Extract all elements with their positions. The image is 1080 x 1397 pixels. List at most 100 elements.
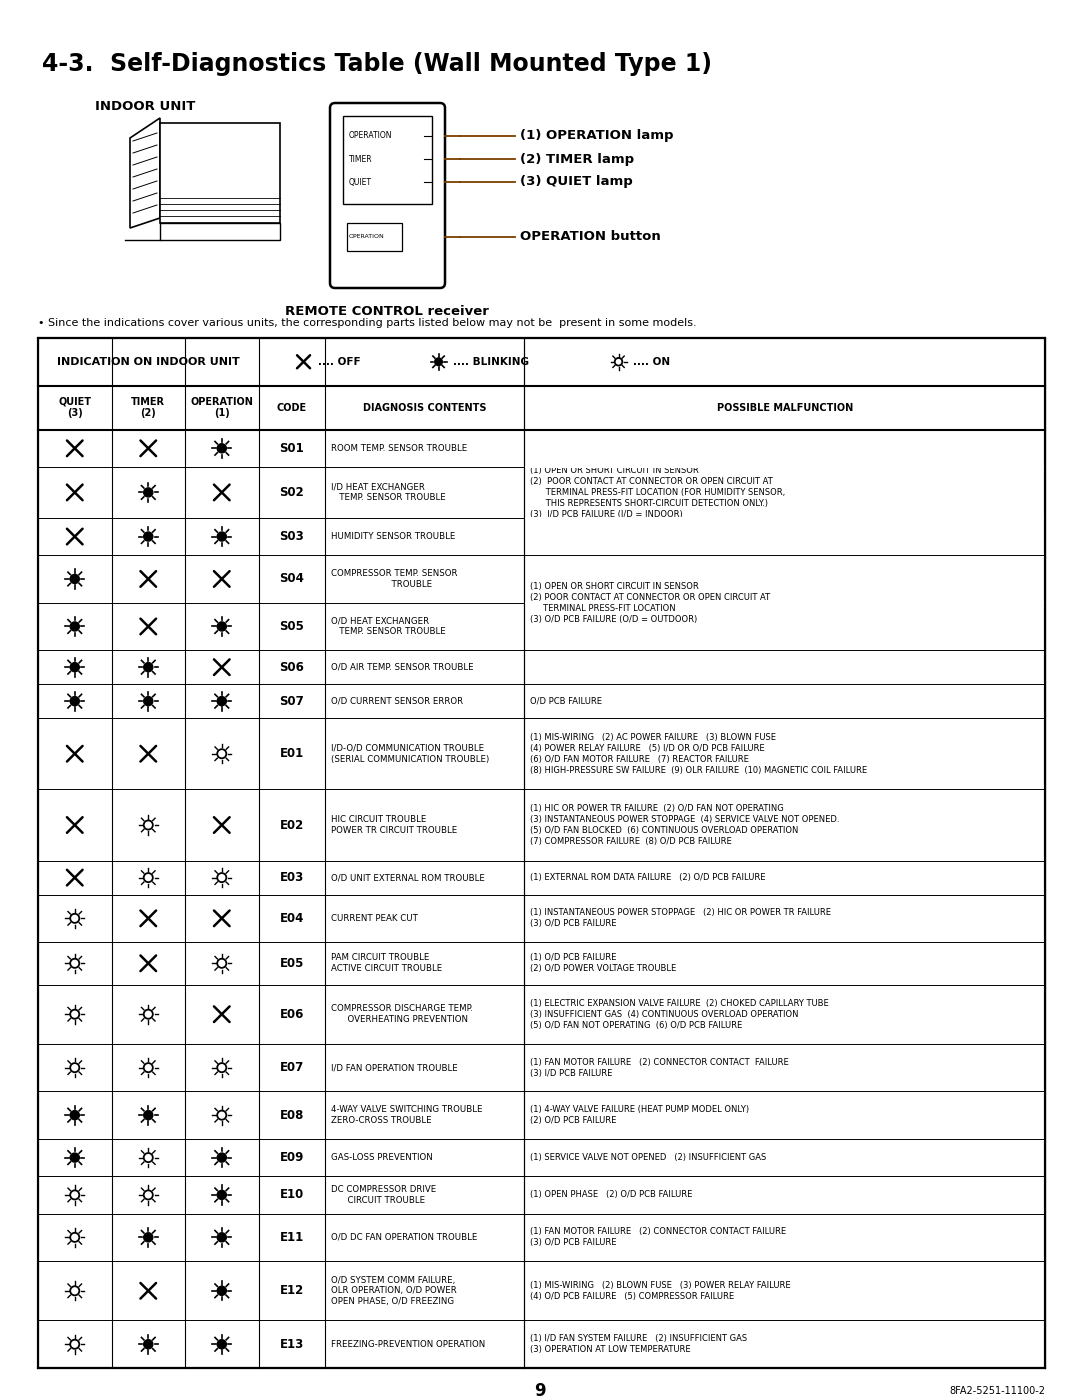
Circle shape [70,697,79,705]
Text: DC COMPRESSOR DRIVE
      CIRCUIT TROUBLE: DC COMPRESSOR DRIVE CIRCUIT TROUBLE [330,1185,436,1204]
Text: (1) HIC OR POWER TR FAILURE  (2) O/D FAN NOT OPERATING
(3) INSTANTANEOUS POWER S: (1) HIC OR POWER TR FAILURE (2) O/D FAN … [530,803,840,847]
Text: 4-3.  Self-Diagnostics Table (Wall Mounted Type 1): 4-3. Self-Diagnostics Table (Wall Mounte… [42,52,712,75]
Text: E07: E07 [280,1062,303,1074]
Circle shape [217,1287,227,1295]
Text: DIAGNOSIS CONTENTS: DIAGNOSIS CONTENTS [363,402,486,412]
Text: S01: S01 [280,441,305,455]
Text: 4-WAY VALVE SWITCHING TROUBLE
ZERO-CROSS TROUBLE: 4-WAY VALVE SWITCHING TROUBLE ZERO-CROSS… [330,1105,483,1125]
Circle shape [217,1153,227,1162]
Text: OPERATION
(1): OPERATION (1) [190,397,253,418]
Text: O/D DC FAN OPERATION TROUBLE: O/D DC FAN OPERATION TROUBLE [330,1232,477,1242]
Text: .... BLINKING: .... BLINKING [453,356,528,367]
Text: E09: E09 [280,1151,303,1164]
Text: (1) FAN MOTOR FAILURE   (2) CONNECTOR CONTACT FAILURE
(3) O/D PCB FAILURE: (1) FAN MOTOR FAILURE (2) CONNECTOR CONT… [530,1228,786,1248]
Text: (1) SERVICE VALVE NOT OPENED   (2) INSUFFICIENT GAS: (1) SERVICE VALVE NOT OPENED (2) INSUFFI… [530,1153,767,1162]
Text: COMPRESSOR DISCHARGE TEMP.
      OVERHEATING PREVENTION: COMPRESSOR DISCHARGE TEMP. OVERHEATING P… [330,1004,473,1024]
Text: (1) FAN MOTOR FAILURE   (2) CONNECTOR CONTACT  FAILURE
(3) I/D PCB FAILURE: (1) FAN MOTOR FAILURE (2) CONNECTOR CONT… [530,1058,789,1077]
Text: POSSIBLE MALFUNCTION: POSSIBLE MALFUNCTION [716,402,853,412]
Polygon shape [130,117,160,228]
Text: O/D UNIT EXTERNAL ROM TROUBLE: O/D UNIT EXTERNAL ROM TROUBLE [330,873,485,882]
FancyBboxPatch shape [330,103,445,288]
Text: E11: E11 [280,1231,303,1243]
Text: REMOTE CONTROL receiver: REMOTE CONTROL receiver [285,305,489,319]
Text: (1) MIS-WIRING   (2) AC POWER FAILURE   (3) BLOWN FUSE
(4) POWER RELAY FAILURE  : (1) MIS-WIRING (2) AC POWER FAILURE (3) … [530,732,867,775]
Circle shape [70,1111,79,1120]
Text: S06: S06 [280,661,305,673]
Text: I/D-O/D COMMUNICATION TROUBLE
(SERIAL COMMUNICATION TROUBLE): I/D-O/D COMMUNICATION TROUBLE (SERIAL CO… [330,743,489,764]
Circle shape [144,488,153,497]
Text: (1) I/D FAN SYSTEM FAILURE   (2) INSUFFICIENT GAS
(3) OPERATION AT LOW TEMPERATU: (1) I/D FAN SYSTEM FAILURE (2) INSUFFICI… [530,1334,747,1354]
Text: (1) 4-WAY VALVE FAILURE (HEAT PUMP MODEL ONLY)
(2) O/D PCB FAILURE: (1) 4-WAY VALVE FAILURE (HEAT PUMP MODEL… [530,1105,750,1125]
Text: (1) INSTANTANEOUS POWER STOPPAGE   (2) HIC OR POWER TR FAILURE
(3) O/D PCB FAILU: (1) INSTANTANEOUS POWER STOPPAGE (2) HIC… [530,908,832,929]
Circle shape [217,1340,227,1350]
Text: I/D HEAT EXCHANGER
   TEMP. SENSOR TROUBLE: I/D HEAT EXCHANGER TEMP. SENSOR TROUBLE [330,482,446,503]
Text: COMPRESSOR TEMP. SENSOR
                      TROUBLE: COMPRESSOR TEMP. SENSOR TROUBLE [330,569,458,588]
Text: O/D AIR TEMP. SENSOR TROUBLE: O/D AIR TEMP. SENSOR TROUBLE [330,662,474,672]
Text: E08: E08 [280,1109,303,1122]
Text: PAM CIRCUIT TROUBLE
ACTIVE CIRCUIT TROUBLE: PAM CIRCUIT TROUBLE ACTIVE CIRCUIT TROUB… [330,953,442,974]
Bar [160,123,280,224]
Text: O/D PCB FAILURE: O/D PCB FAILURE [530,697,603,705]
Text: HIC CIRCUIT TROUBLE
POWER TR CIRCUIT TROUBLE: HIC CIRCUIT TROUBLE POWER TR CIRCUIT TRO… [330,814,457,835]
Circle shape [144,1340,153,1350]
Text: OPERATION: OPERATION [349,131,392,141]
Circle shape [217,697,227,705]
Text: O/D HEAT EXCHANGER
   TEMP. SENSOR TROUBLE: O/D HEAT EXCHANGER TEMP. SENSOR TROUBLE [330,616,446,637]
Polygon shape [160,224,280,240]
Text: 9: 9 [535,1382,545,1397]
Text: (1) OPEN OR SHORT CIRCUIT IN SENSOR
(2)  POOR CONTACT AT CONNECTOR OR OPEN CIRCU: (1) OPEN OR SHORT CIRCUIT IN SENSOR (2) … [530,465,785,520]
Text: • Since the indications cover various units, the corresponding parts listed belo: • Since the indications cover various un… [38,319,697,328]
Text: (3) QUIET lamp: (3) QUIET lamp [519,176,633,189]
Text: TIMER: TIMER [349,155,373,163]
Text: OPERATION button: OPERATION button [519,231,661,243]
Circle shape [70,1153,79,1162]
Circle shape [70,622,79,631]
Text: FREEZING-PREVENTION OPERATION: FREEZING-PREVENTION OPERATION [330,1340,485,1348]
Text: HUMIDITY SENSOR TROUBLE: HUMIDITY SENSOR TROUBLE [330,532,456,541]
Text: (1) O/D PCB FAILURE
(2) O/D POWER VOLTAGE TROUBLE: (1) O/D PCB FAILURE (2) O/D POWER VOLTAG… [530,953,677,974]
Circle shape [144,662,153,672]
Circle shape [217,532,227,541]
Text: (1) MIS-WIRING   (2) BLOWN FUSE   (3) POWER RELAY FAILURE
(4) O/D PCB FAILURE   : (1) MIS-WIRING (2) BLOWN FUSE (3) POWER … [530,1281,791,1301]
Text: E04: E04 [280,912,303,925]
Text: E02: E02 [280,819,303,831]
Circle shape [70,574,79,584]
Text: S02: S02 [280,486,305,499]
Text: (2) TIMER lamp: (2) TIMER lamp [519,152,634,165]
Bar [343,116,432,204]
Text: E05: E05 [280,957,303,970]
Text: (1) OPERATION lamp: (1) OPERATION lamp [519,130,674,142]
Circle shape [70,662,79,672]
Text: O/D CURRENT SENSOR ERROR: O/D CURRENT SENSOR ERROR [330,697,463,705]
Text: E03: E03 [280,872,303,884]
Text: S04: S04 [280,573,305,585]
Text: (1) EXTERNAL ROM DATA FAILURE   (2) O/D PCB FAILURE: (1) EXTERNAL ROM DATA FAILURE (2) O/D PC… [530,873,766,882]
Circle shape [435,358,443,366]
Text: E13: E13 [280,1338,303,1351]
Circle shape [144,1232,153,1242]
Circle shape [217,622,227,631]
Text: I/D FAN OPERATION TROUBLE: I/D FAN OPERATION TROUBLE [330,1063,458,1071]
Circle shape [144,1111,153,1120]
Text: E01: E01 [280,747,303,760]
Text: .... OFF: .... OFF [318,356,360,367]
Text: S05: S05 [280,620,305,633]
Text: QUIET: QUIET [349,177,372,187]
Text: ROOM TEMP. SENSOR TROUBLE: ROOM TEMP. SENSOR TROUBLE [330,444,468,453]
Text: E10: E10 [280,1189,303,1201]
Circle shape [144,532,153,541]
Text: E12: E12 [280,1284,303,1298]
Text: TIMER
(2): TIMER (2) [132,397,165,418]
Text: (1) OPEN OR SHORT CIRCUIT IN SENSOR
(2) POOR CONTACT AT CONNECTOR OR OPEN CIRCUI: (1) OPEN OR SHORT CIRCUIT IN SENSOR (2) … [530,581,770,624]
Text: O/D SYSTEM COMM FAILURE,
OLR OPERATION, O/D POWER
OPEN PHASE, O/D FREEZING: O/D SYSTEM COMM FAILURE, OLR OPERATION, … [330,1275,457,1306]
Text: INDICATION ON INDOOR UNIT: INDICATION ON INDOOR UNIT [57,356,240,367]
Text: S03: S03 [280,529,305,543]
Text: GAS-LOSS PREVENTION: GAS-LOSS PREVENTION [330,1153,433,1162]
Text: (1) OPEN PHASE   (2) O/D PCB FAILURE: (1) OPEN PHASE (2) O/D PCB FAILURE [530,1190,692,1200]
Circle shape [217,1190,227,1200]
Text: (1) ELECTRIC EXPANSION VALVE FAILURE  (2) CHOKED CAPILLARY TUBE
(3) INSUFFICIENT: (1) ELECTRIC EXPANSION VALVE FAILURE (2)… [530,999,829,1030]
Text: S07: S07 [280,694,305,708]
Text: QUIET
(3): QUIET (3) [58,397,91,418]
Text: OPERATION: OPERATION [349,235,384,239]
Text: CURRENT PEAK CUT: CURRENT PEAK CUT [330,914,418,923]
